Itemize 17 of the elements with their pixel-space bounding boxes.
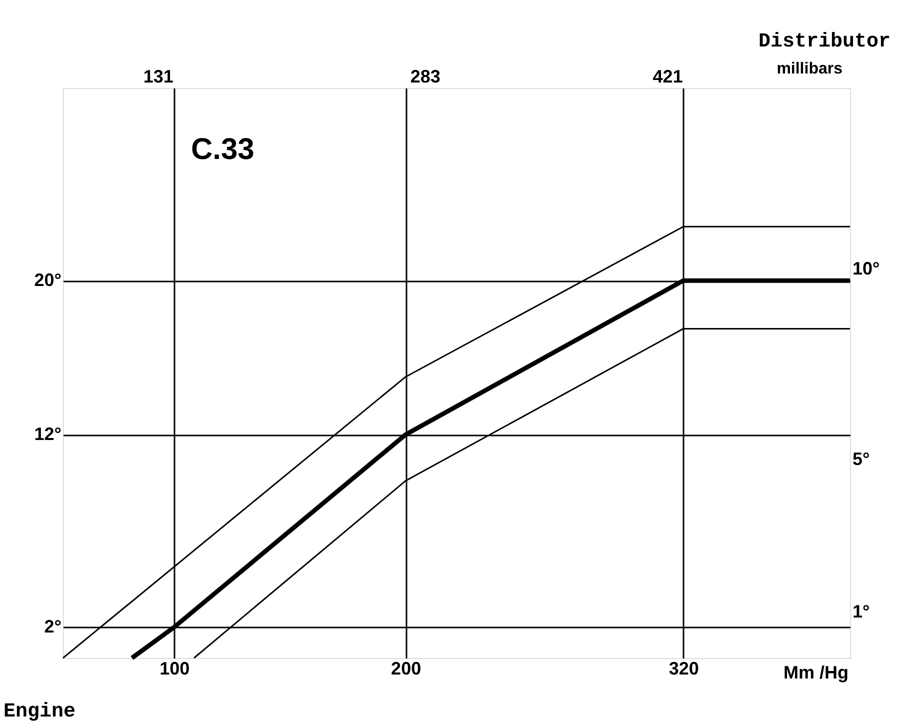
x2-tick-label: 283 [410,66,440,86]
y-axis-title: Engine [4,700,76,724]
x-tick-label: 100 [160,658,190,678]
y2-tick-label: 5° [852,449,870,470]
y-tick-label: 12° [34,424,62,444]
y-tick-label: 2° [44,616,62,637]
y-tick-label: 20° [34,270,62,290]
x2-axis-title: millibars [776,60,843,78]
x2-tick-label: 421 [652,66,683,86]
x-axis-title: Mm /Hg [784,662,848,682]
y2-axis-title: Distributor [758,30,890,54]
x2-tick-label: 131 [143,66,174,86]
x-tick-label: 200 [391,658,422,678]
y2-tick-label: 1° [852,602,870,622]
text: C.33 [191,133,254,166]
y2-tick-label: 10° [852,258,880,279]
x-tick-label: 320 [668,658,699,678]
